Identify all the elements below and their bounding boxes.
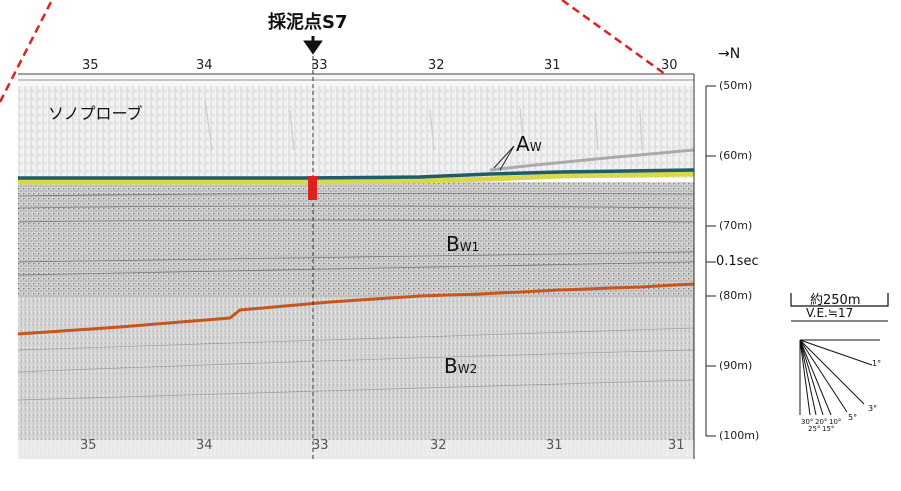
depth-label: (90m) [719, 359, 753, 372]
fix-number-bottom: 35 [80, 438, 97, 453]
direction-label: →N [718, 46, 741, 62]
unit-sub: W [529, 140, 542, 154]
unit-bw1-zone [18, 182, 694, 297]
unit-main: A [516, 132, 530, 156]
fix-number-top: 31 [544, 58, 561, 73]
depth-label: (60m) [719, 149, 753, 162]
fix-number-bottom: 32 [430, 438, 447, 453]
unit-label-bw1: BW1 [446, 232, 479, 256]
fix-number-top: 30 [661, 58, 678, 73]
vertical-exaggeration-label: V.E.≒17 [806, 306, 854, 320]
horizontal-scale-label: 約250m [810, 293, 861, 308]
slope-angle-label: 5° [848, 413, 858, 422]
fix-number-bottom: 33 [312, 438, 329, 453]
slope-angle-label: 10° [829, 418, 842, 426]
unit-main: B [444, 354, 458, 378]
fix-number-top: 33 [311, 58, 328, 73]
fix-number-top: 35 [82, 58, 99, 73]
seafloor-reflector-highlight [18, 171, 695, 185]
slope-angle-label: 20° [815, 418, 828, 426]
slope-angle-label: 25° [808, 425, 821, 433]
depth-label: (100m) [719, 429, 760, 442]
depth-label: (50m) [719, 79, 753, 92]
water-column [18, 86, 694, 178]
sample-arrow [303, 36, 323, 55]
slope-angle-label: 3° [868, 404, 878, 413]
guide-line-left [0, 0, 54, 103]
sample-point-label: 採泥点S7 [268, 12, 348, 33]
unit-aw-deposit [489, 148, 695, 172]
unit-sub: W1 [459, 240, 480, 254]
slope-angle-fan [799, 339, 880, 416]
time-label: 0.1sec [716, 254, 759, 269]
unit-bw2-zone [18, 297, 694, 459]
slope-angle-label: 1° [872, 359, 882, 368]
depth-label: (70m) [719, 219, 753, 232]
slope-angle-label: 15° [822, 425, 835, 433]
fix-number-bottom: 31 [668, 438, 685, 453]
fix-number-bottom: 34 [196, 438, 213, 453]
seafloor-reflector [18, 168, 695, 180]
core-marker [308, 176, 317, 200]
instrument-label: ソノプローブ [48, 104, 143, 123]
unit-label-aw: AW [516, 132, 542, 156]
fix-number-top: 34 [196, 58, 213, 73]
unit-label-bw2: BW2 [444, 354, 477, 378]
horizontal-scale-bar [790, 293, 889, 307]
bw1-bw2-boundary [17, 282, 695, 336]
fix-number-bottom: 31 [546, 438, 563, 453]
depth-label: (80m) [719, 289, 753, 302]
slope-angle-label: 30° [801, 418, 814, 426]
unit-sub: W2 [457, 362, 478, 376]
fix-number-top: 32 [428, 58, 445, 73]
unit-main: B [446, 232, 460, 256]
